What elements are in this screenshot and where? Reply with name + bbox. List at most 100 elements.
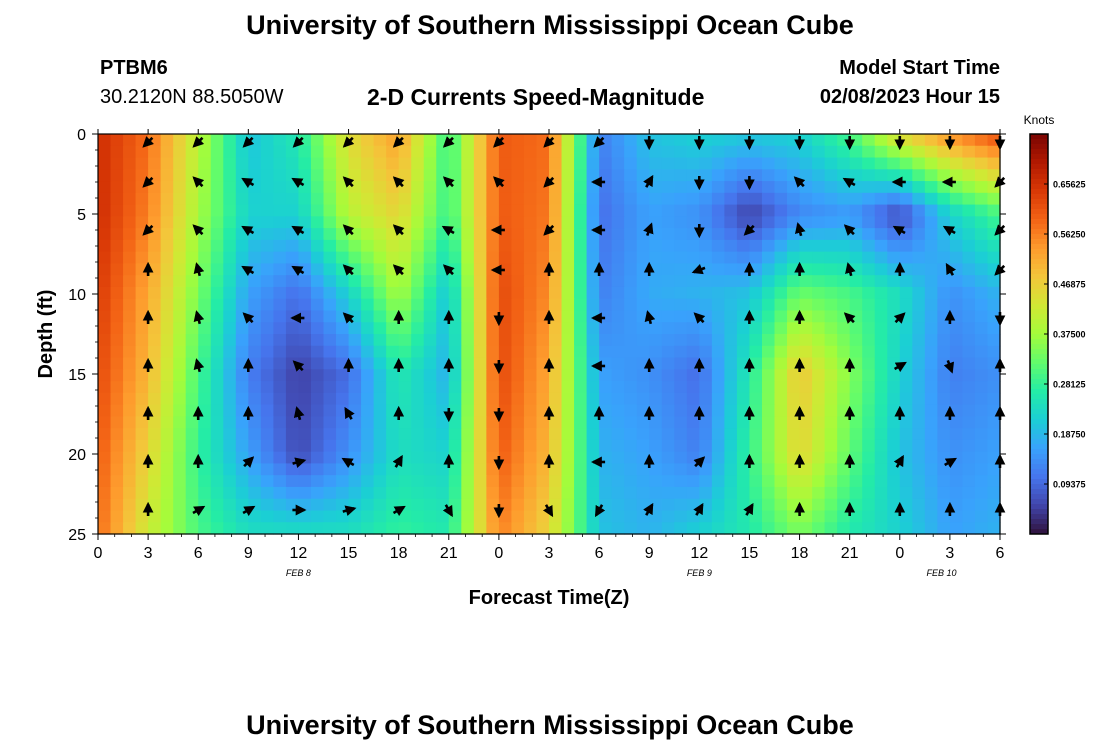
heatmap-cell	[962, 428, 976, 441]
heatmap-cell	[686, 322, 700, 335]
heatmap-cell	[235, 192, 249, 206]
heatmap-cell	[899, 345, 913, 359]
heatmap-cell	[636, 428, 650, 441]
heatmap-cell	[824, 428, 838, 441]
heatmap-cell	[110, 463, 124, 476]
heatmap-cell	[173, 145, 187, 159]
heatmap-cell	[787, 486, 801, 500]
heatmap-cell	[837, 498, 851, 512]
heatmap-cell	[210, 263, 224, 276]
heatmap-cell	[336, 392, 350, 406]
heatmap-cell	[373, 263, 387, 276]
colorbar-segment	[1030, 199, 1048, 205]
heatmap-cell	[974, 369, 989, 382]
heatmap-cell	[899, 145, 913, 159]
heatmap-cell	[987, 510, 1001, 523]
heatmap-cell	[674, 345, 688, 359]
heatmap-cell	[310, 428, 325, 441]
heatmap-cell	[824, 145, 838, 159]
heatmap-cell	[937, 169, 951, 182]
heatmap-cell	[473, 369, 487, 382]
heatmap-cell	[110, 251, 124, 265]
heatmap-cell	[924, 416, 938, 429]
heatmap-cell	[699, 463, 713, 476]
current-arrow	[943, 359, 955, 374]
colorbar-segment	[1030, 364, 1048, 370]
heatmap-cell	[98, 204, 112, 217]
heatmap-cell	[436, 286, 450, 300]
heatmap-cell	[649, 145, 663, 159]
heatmap-cell	[223, 275, 237, 288]
heatmap-cell	[924, 181, 938, 194]
heatmap-cell	[260, 451, 274, 465]
heatmap-cell	[987, 216, 1001, 229]
heatmap-cell	[373, 357, 387, 370]
heatmap-cell	[398, 475, 412, 488]
heatmap-cell	[461, 369, 475, 382]
heatmap-cell	[711, 416, 725, 429]
heatmap-cell	[160, 228, 174, 241]
heatmap-cell	[599, 239, 613, 253]
heatmap-cell	[223, 228, 237, 241]
heatmap-cell	[185, 286, 199, 300]
heatmap-cell	[123, 392, 137, 406]
heatmap-cell	[536, 357, 550, 370]
heatmap-cell	[361, 204, 375, 217]
heatmap-cell	[423, 134, 437, 147]
heatmap-cell	[586, 404, 600, 417]
heatmap-cell	[511, 381, 525, 394]
heatmap-cell	[248, 522, 262, 535]
heatmap-cell	[611, 134, 625, 147]
heatmap-cell	[937, 381, 951, 394]
heatmap-cell	[98, 310, 112, 323]
heatmap-cell	[473, 486, 487, 500]
heatmap-cell	[123, 275, 137, 288]
heatmap-cell	[123, 169, 137, 182]
heatmap-cell	[949, 310, 964, 323]
heatmap-cell	[436, 181, 450, 194]
colorbar-segment	[1030, 209, 1048, 215]
heatmap-cell	[185, 204, 199, 217]
heatmap-cell	[348, 392, 362, 406]
heatmap-cell	[974, 157, 989, 170]
heatmap-cell	[912, 428, 926, 441]
x-tick-label: 0	[94, 545, 103, 562]
heatmap-cell	[386, 204, 400, 217]
heatmap-cell	[862, 298, 876, 312]
heatmap-cell	[373, 381, 387, 394]
heatmap-cell	[223, 416, 237, 429]
heatmap-cell	[98, 181, 112, 194]
heatmap-cell	[912, 416, 926, 429]
heatmap-cell	[899, 216, 913, 229]
heatmap-cell	[123, 404, 137, 417]
current-arrow	[342, 136, 355, 148]
heatmap-cell	[761, 145, 776, 159]
heatmap-cell	[461, 498, 475, 512]
heatmap-cell	[799, 451, 813, 465]
heatmap-cell	[498, 369, 513, 382]
heatmap-cell	[436, 310, 450, 323]
colorbar-segment	[1030, 374, 1048, 380]
heatmap-cell	[411, 286, 425, 300]
heatmap-cell	[123, 381, 137, 394]
heatmap-cell	[110, 357, 124, 370]
heatmap-cell	[536, 239, 550, 253]
heatmap-cell	[724, 286, 738, 300]
heatmap-cell	[661, 369, 675, 382]
heatmap-cell	[711, 381, 725, 394]
heatmap-cell	[248, 169, 262, 182]
heatmap-cell	[448, 275, 462, 288]
heatmap-cell	[436, 334, 450, 347]
heatmap-cell	[736, 204, 751, 217]
heatmap-cell	[336, 475, 350, 488]
heatmap-cell	[361, 416, 375, 429]
heatmap-cell	[649, 381, 663, 394]
current-arrow	[493, 136, 505, 148]
heatmap-cell	[899, 169, 913, 182]
heatmap-cell	[361, 275, 375, 288]
heatmap-cell	[210, 310, 224, 323]
heatmap-cell	[774, 275, 788, 288]
heatmap-cell	[824, 439, 838, 453]
heatmap-cell	[561, 251, 575, 265]
heatmap-cell	[837, 475, 851, 488]
